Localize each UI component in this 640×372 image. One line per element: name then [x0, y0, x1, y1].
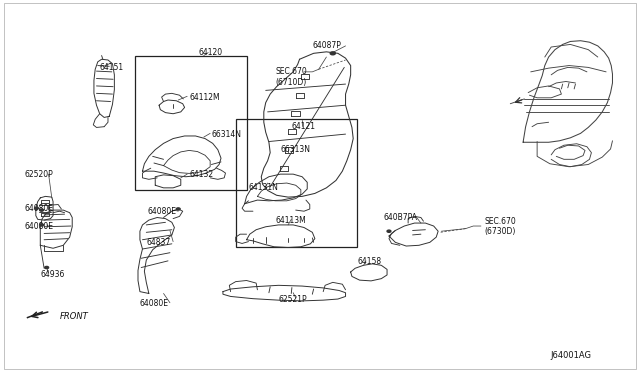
Text: 66314N: 66314N — [211, 129, 241, 139]
Text: 64151: 64151 — [100, 63, 124, 72]
Text: 64131N: 64131N — [248, 183, 278, 192]
Text: J64001AG: J64001AG — [550, 351, 591, 360]
Text: (6710D): (6710D) — [275, 78, 307, 87]
Text: 62521P: 62521P — [278, 295, 307, 304]
Text: 62520P: 62520P — [25, 170, 54, 179]
Text: 64080E: 64080E — [140, 299, 169, 308]
Text: 64080E: 64080E — [25, 222, 54, 231]
Text: 64121: 64121 — [291, 122, 316, 131]
Circle shape — [45, 266, 49, 269]
Text: 64112M: 64112M — [189, 93, 220, 102]
Text: 64936: 64936 — [40, 270, 65, 279]
Text: 64158: 64158 — [357, 257, 381, 266]
Bar — [135, 56, 246, 190]
Text: 64080E: 64080E — [148, 208, 177, 217]
Circle shape — [176, 208, 180, 210]
Text: SEC.670: SEC.670 — [484, 217, 516, 226]
Circle shape — [40, 224, 44, 226]
Text: 64080E: 64080E — [25, 205, 54, 214]
Text: 64837: 64837 — [147, 238, 170, 247]
Text: (6730D): (6730D) — [484, 227, 516, 236]
Text: SEC.670: SEC.670 — [275, 67, 307, 76]
Text: 640B7PA: 640B7PA — [384, 213, 418, 222]
Text: FRONT: FRONT — [60, 312, 88, 321]
Circle shape — [387, 230, 391, 232]
Circle shape — [35, 207, 38, 209]
Bar — [236, 119, 357, 247]
Circle shape — [40, 209, 44, 211]
Text: 64113M: 64113M — [275, 216, 306, 225]
Circle shape — [330, 52, 335, 55]
Text: 64087P: 64087P — [312, 41, 341, 51]
Text: 66313N: 66313N — [280, 145, 310, 154]
Text: 64120: 64120 — [198, 48, 223, 57]
Text: 64132: 64132 — [189, 170, 213, 179]
